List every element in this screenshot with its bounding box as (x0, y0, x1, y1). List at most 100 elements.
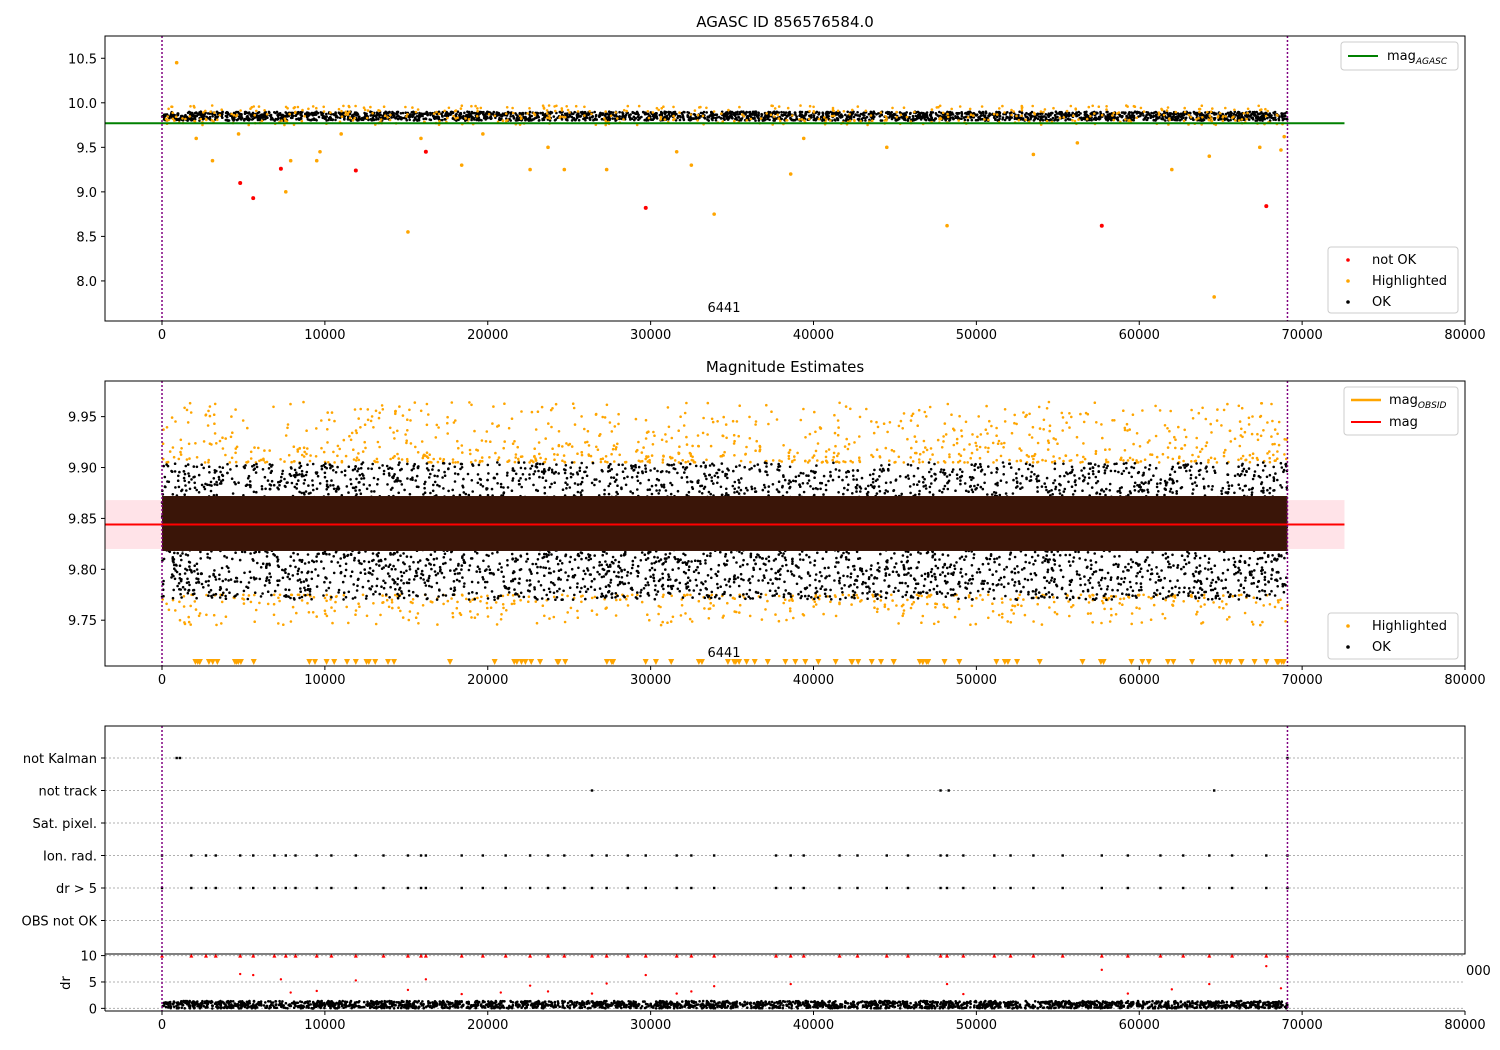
magnitude-highlighted-point-855 (207, 458, 210, 462)
agasc-ok-point-1652 (221, 116, 224, 119)
agasc-fringe-point-267 (950, 107, 953, 111)
agasc-fringe-point-41 (414, 110, 418, 114)
agasc-ok-point-2026 (1122, 111, 1125, 114)
agasc-fringe-point-164 (561, 115, 565, 119)
agasc-fringe-point-462 (583, 105, 586, 109)
magnitude-highlighted-point-894 (349, 438, 353, 442)
agasc-ok-point-2029 (894, 119, 898, 122)
magnitude-highlighted-point-1051 (242, 598, 246, 601)
magnitude-highlighted-point-1112 (610, 430, 614, 433)
magnitude-highlighted-point-393 (634, 450, 638, 453)
agasc-ok-point-2546 (211, 115, 214, 118)
magnitude-highlighted-point-295 (479, 600, 482, 603)
magnitude-highlighted-point-16 (1271, 443, 1274, 446)
magnitude-highlighted-point-843 (1205, 441, 1209, 444)
agasc-ok-point-1287 (1125, 114, 1128, 118)
magnitude-highlighted-point-18 (931, 453, 934, 456)
agasc-ok-point-2180 (998, 112, 1001, 115)
magnitude-highlighted-point-657 (303, 450, 307, 454)
agasc-fringe-point-293 (895, 116, 898, 119)
magnitude-highlighted-point-1322 (1233, 437, 1237, 441)
agasc-fringe-point-268 (542, 106, 546, 109)
magnitude-highlighted-point-178 (570, 445, 574, 448)
agasc-ok-point-1337 (692, 113, 696, 116)
magnitude-highlighted-point-120 (957, 452, 961, 456)
agasc-ok-point-1867 (1179, 112, 1183, 116)
agasc-fringe-point-291 (1259, 108, 1262, 112)
magnitude-highlighted-point-913 (282, 623, 285, 626)
agasc-ytick-4: 10.0 (68, 97, 97, 112)
agasc-highlighted-point-20 (788, 172, 793, 176)
magnitude-highlighted-point-89 (975, 448, 979, 451)
magnitude-highlighted-point-948 (1042, 428, 1045, 431)
agasc-ok-point-1026 (1020, 111, 1024, 115)
agasc-fringe-point-29 (616, 117, 619, 120)
magnitude-highlighted-point-671 (1215, 461, 1219, 464)
magnitude-highlighted-point-336 (833, 431, 837, 435)
agasc-ok-point-1870 (1260, 111, 1263, 114)
magnitude-highlighted-point-156 (1171, 457, 1175, 461)
magnitude-highlighted-point-54 (873, 606, 876, 609)
agasc-ok-point-2448 (458, 113, 462, 117)
magnitude-highlighted-point-171 (1218, 606, 1221, 609)
magnitude-highlighted-point-1319 (1009, 621, 1013, 624)
agasc-fringe-point-88 (913, 110, 916, 114)
magnitude-highlighted-point-655 (1022, 411, 1025, 414)
agasc-ok-point-2309 (943, 116, 947, 119)
magnitude-highlighted-point-1182 (1052, 596, 1055, 599)
agasc-fringe-point-345 (202, 111, 205, 114)
agasc-ok-point-1343 (1247, 118, 1251, 121)
magnitude-highlighted-point-1301 (733, 454, 736, 457)
agasc-fringe-point-303 (1221, 119, 1225, 123)
agasc-ok-point-1935 (908, 116, 911, 120)
magnitude-highlighted-point-1303 (1036, 602, 1039, 606)
magnitude-highlighted-point-425 (325, 599, 328, 603)
magnitude-highlighted-point-516 (960, 434, 964, 438)
agasc-ok-point-2111 (1142, 114, 1145, 117)
magnitude-ok-point-101 (300, 473, 304, 476)
magnitude-highlighted-point-233 (871, 455, 875, 459)
magnitude-highlighted-point-1122 (872, 431, 876, 435)
magnitude-highlighted-point-1353 (796, 451, 799, 455)
magnitude-highlighted-point-1244 (311, 611, 315, 614)
agasc-ok-point-1619 (568, 114, 572, 117)
agasc-ok-point-2367 (232, 116, 235, 119)
magnitude-highlighted-point-1096 (576, 452, 579, 456)
magnitude-highlighted-point-772 (189, 623, 192, 626)
magnitude-highlighted-point-794 (668, 455, 672, 459)
magnitude-highlighted-point-1115 (451, 615, 455, 619)
magnitude-highlighted-point-859 (1180, 447, 1184, 450)
agasc-ok-point-2234 (1024, 115, 1027, 118)
magnitude-highlighted-point-439 (648, 458, 651, 462)
agasc-ok-point-1252 (868, 118, 871, 122)
agasc-ok-point-2233 (269, 115, 273, 119)
agasc-ok-point-1162 (565, 112, 569, 115)
magnitude-highlighted-point-909 (685, 443, 689, 446)
agasc-fringe-point-34 (554, 109, 557, 113)
agasc-ok-point-2530 (1044, 117, 1048, 121)
agasc-ok-point-2038 (1098, 117, 1102, 120)
agasc-ok-point-2138 (181, 114, 184, 118)
agasc-ok-point-808 (552, 115, 556, 118)
magnitude-highlighted-point-735 (683, 594, 687, 598)
agasc-fringe-point-236 (174, 115, 178, 118)
agasc-fringe-point-45 (254, 109, 258, 113)
magnitude-ok-point-22 (202, 485, 206, 489)
agasc-fringe-point-179 (288, 112, 291, 116)
agasc-ok-point-131 (334, 118, 337, 122)
magnitude-highlighted-point-583 (1168, 441, 1172, 445)
magnitude-ok-point-105 (418, 559, 422, 562)
agasc-fringe-point-375 (1207, 118, 1210, 121)
magnitude-highlighted-point-1101 (480, 439, 484, 442)
agasc-fringe-point-201 (842, 110, 846, 113)
agasc-fringe-point-118 (1264, 114, 1268, 118)
magnitude-highlighted-point-822 (1013, 413, 1016, 417)
magnitude-highlighted-point-1368 (187, 442, 191, 446)
agasc-ok-point-2036 (188, 117, 191, 121)
magnitude-highlighted-point-1137 (286, 423, 290, 426)
agasc-ok-point-1601 (938, 110, 941, 114)
magnitude-ok-point-99 (431, 489, 435, 493)
magnitude-highlighted-point-1179 (1103, 607, 1106, 611)
agasc-fringe-point-198 (545, 112, 549, 115)
magnitude-highlighted-point-757 (473, 429, 476, 433)
